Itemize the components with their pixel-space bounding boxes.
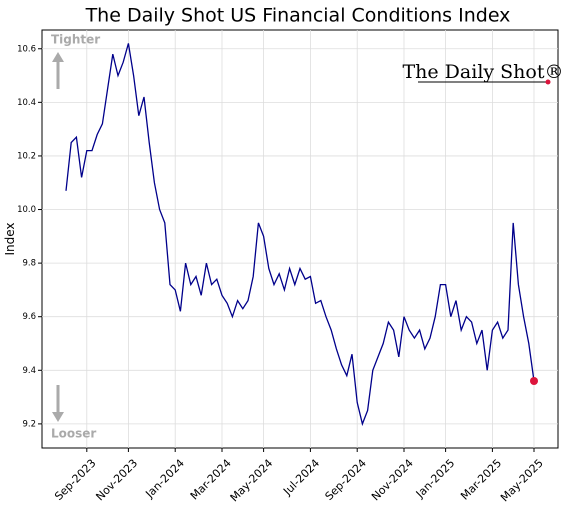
arrow-down-head	[52, 412, 64, 422]
annotation-tighter: Tighter	[51, 33, 100, 47]
y-tick-label: 10.2	[17, 151, 36, 161]
x-tick-label: Sep-2023	[52, 457, 98, 503]
x-tick-label: Jul-2024	[280, 457, 322, 499]
y-tick-label: 10.0	[17, 205, 36, 215]
plot-layer: 9.29.49.69.810.010.210.410.6Sep-2023Nov-…	[17, 29, 559, 505]
x-tick-label: Nov-2023	[93, 457, 140, 504]
x-tick-label: May-2024	[228, 457, 276, 505]
annotation-looser: Looser	[51, 427, 96, 441]
logo-dot	[545, 79, 551, 85]
series-line	[65, 43, 535, 427]
y-tick-label: 9.6	[22, 312, 36, 322]
y-tick-label: 9.4	[22, 366, 36, 376]
y-tick-label: 10.6	[17, 44, 36, 54]
plot-area	[41, 29, 559, 449]
last-point	[530, 377, 538, 386]
x-tick-label: Sep-2024	[323, 457, 369, 503]
x-tick-label: Jan-2025	[413, 457, 457, 501]
y-tick-label: 9.2	[22, 419, 36, 429]
chart-title: The Daily Shot US Financial Conditions I…	[85, 5, 511, 27]
logo: The Daily Shot®	[402, 61, 563, 83]
x-tick-label: Nov-2024	[369, 457, 416, 504]
y-tick-label: 9.8	[22, 259, 36, 269]
x-tick-label: Jan-2024	[142, 457, 186, 501]
y-tick-label: 10.4	[17, 98, 36, 108]
x-tick-label: May-2025	[498, 457, 546, 505]
arrow-up-head	[52, 52, 64, 62]
y-axis-label: Index	[3, 222, 17, 255]
